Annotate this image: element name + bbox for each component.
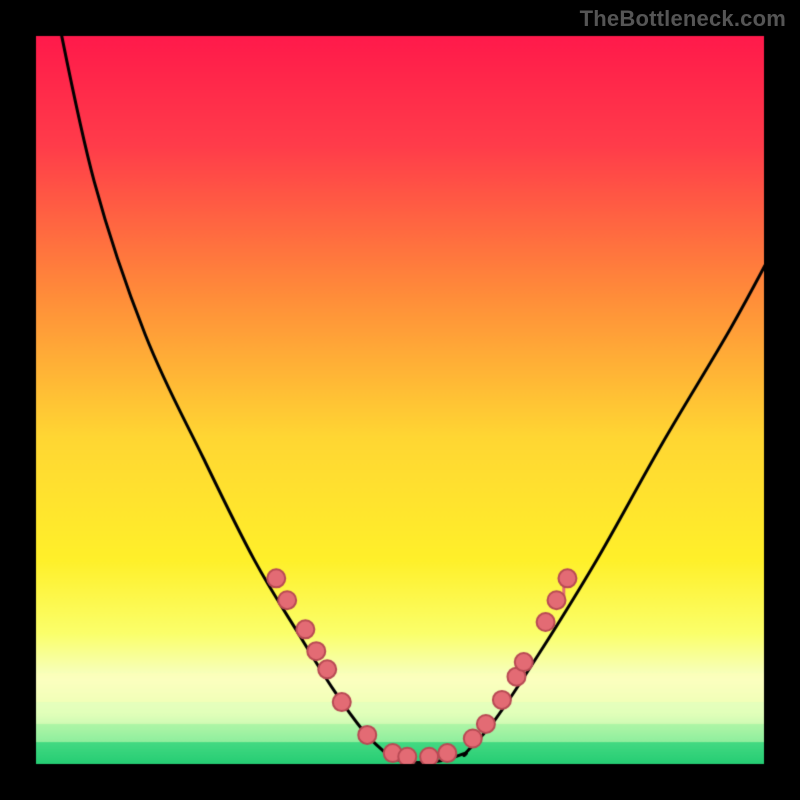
bottleneck-chart-canvas (0, 0, 800, 800)
watermark-text: TheBottleneck.com (580, 6, 786, 32)
chart-container: TheBottleneck.com (0, 0, 800, 800)
